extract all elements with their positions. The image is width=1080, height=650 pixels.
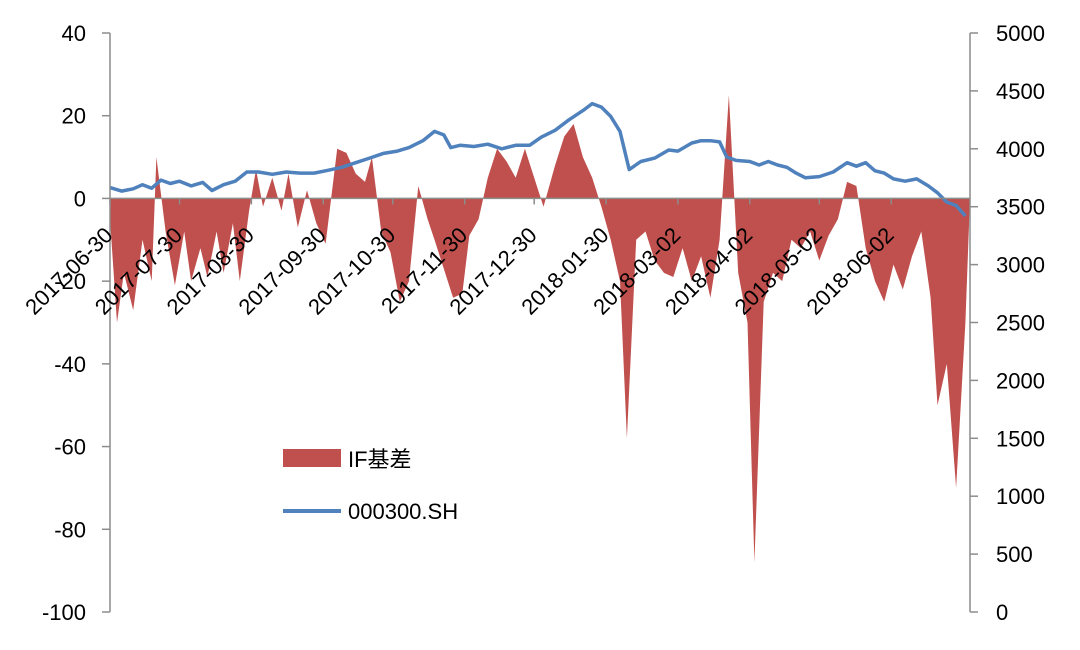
left-tick-label: 0 [74, 186, 86, 211]
right-tick-label: 1500 [996, 426, 1045, 451]
basis-area-layer [110, 95, 970, 563]
left-tick-label: -60 [54, 435, 86, 460]
index-line-layer [109, 101, 967, 218]
right-tick-label: 4000 [996, 137, 1045, 162]
axes-layer [109, 33, 971, 612]
legend-label-basis: IF基差 [348, 447, 412, 472]
left-tick-label: -80 [54, 517, 86, 542]
right-tick-label: 2000 [996, 368, 1045, 393]
left-tick-label: 20 [62, 104, 86, 129]
legend-swatch-basis [283, 449, 341, 467]
right-tick-label: 3500 [996, 195, 1045, 220]
right-tick-label: 500 [996, 542, 1033, 567]
legend: IF基差 000300.SH [283, 447, 458, 524]
right-tick-label: 3000 [996, 253, 1045, 278]
right-tick-label: 4500 [996, 79, 1045, 104]
left-tick-label: -100 [42, 600, 86, 625]
left-tick-label: -20 [54, 269, 86, 294]
right-tick-label: 1000 [996, 484, 1045, 509]
legend-label-index: 000300.SH [348, 499, 458, 524]
index-line [109, 101, 967, 218]
left-tick-label: -40 [54, 352, 86, 377]
left-axis-ticks: 40 20 0 -20 -40 -60 -80 -100 [42, 21, 110, 625]
right-tick-label: 5000 [996, 21, 1045, 46]
right-tick-label: 2500 [996, 311, 1045, 336]
left-tick-label: 40 [62, 21, 86, 46]
right-tick-label: 0 [996, 600, 1008, 625]
basis-area [110, 95, 970, 563]
